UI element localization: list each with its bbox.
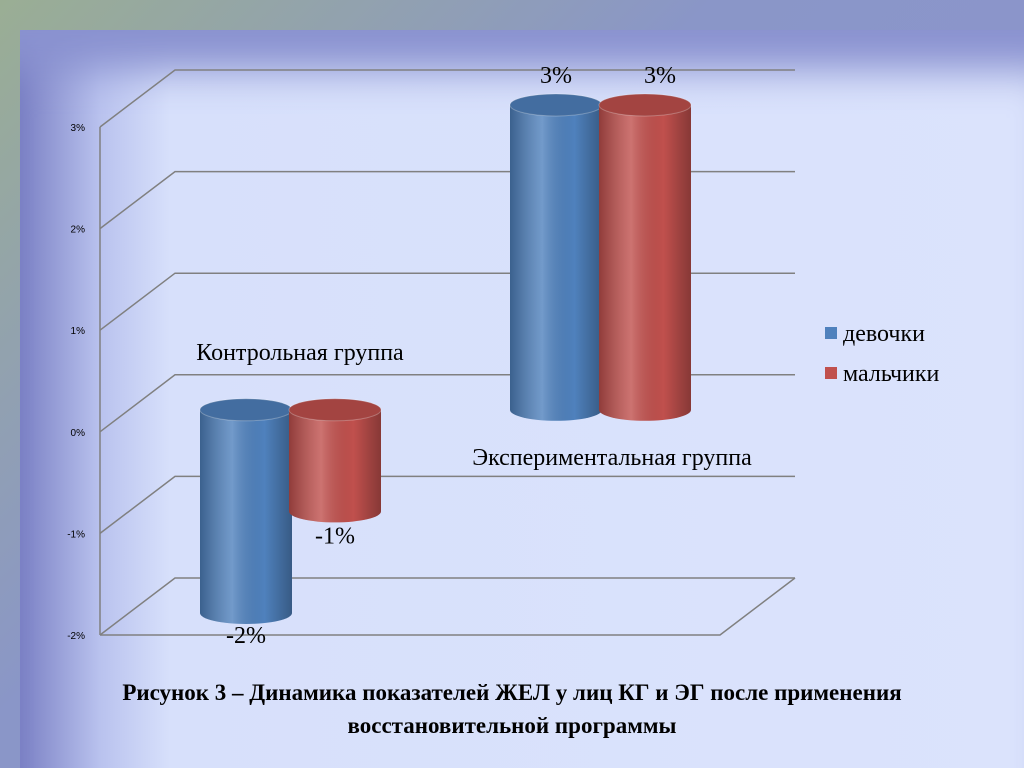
bar [598,93,692,421]
bar-top [598,93,692,117]
y-tick-label: 2% [71,225,86,236]
y-tick-label: 1% [71,326,86,337]
grid-line [99,475,795,534]
legend-swatch [825,367,837,379]
y-tick-label: 3% [71,123,86,134]
legend-label: мальчики [843,361,940,387]
caption: Рисунок 3 – Динамика показателей ЖЕЛ у л… [122,680,902,738]
bar-top-shade [200,398,292,421]
bar [509,93,603,421]
bar-shade [200,409,292,624]
grid-line [99,69,795,128]
grid-line [99,577,795,636]
y-tick-label: -2% [67,631,85,642]
category-label: Контрольная группа [196,340,404,366]
value-label: 3% [644,63,676,89]
bar-top-shade [510,94,602,116]
bar-top [288,398,382,422]
y-tick-label: -1% [67,529,85,540]
legend-swatch [825,327,837,339]
bar-shade [289,409,381,523]
bar-top-shade [289,398,381,421]
bar-top-shade [599,94,691,116]
category-label: Экспериментальная группа [472,445,752,471]
value-label: 3% [540,63,572,89]
bar [288,398,382,523]
legend-label: девочки [843,321,925,347]
value-label: -1% [315,523,355,549]
y-tick-label: 0% [71,428,86,439]
value-label: -2% [226,623,266,649]
floor [100,577,796,636]
bar [199,398,293,624]
bar-shade [510,105,602,421]
bar-shade [599,105,691,421]
